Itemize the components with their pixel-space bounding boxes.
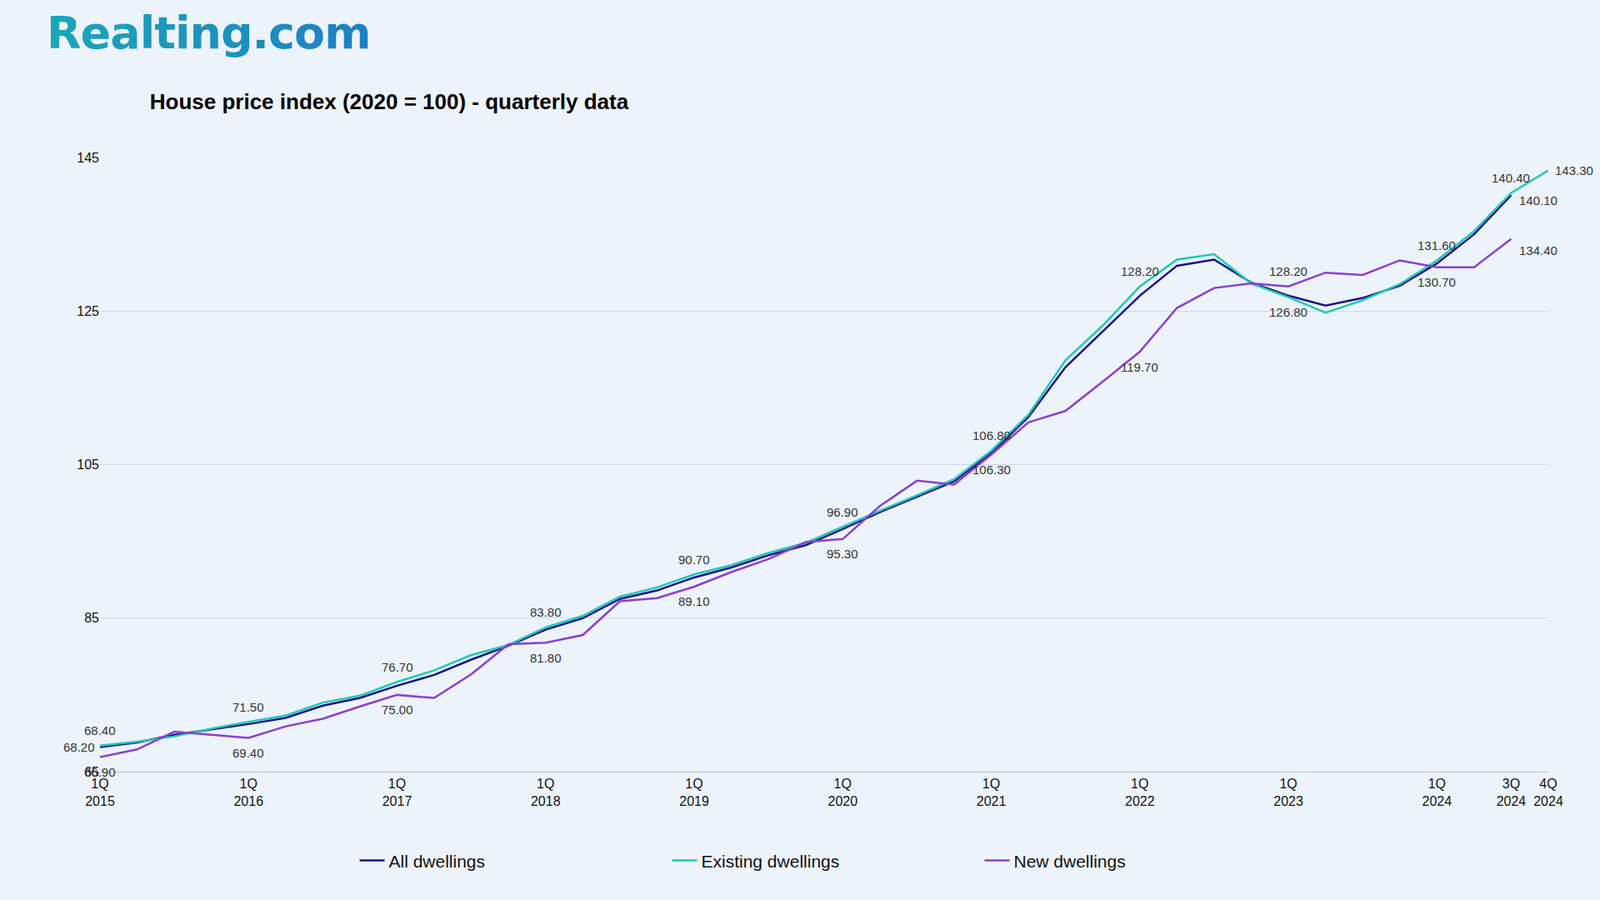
svg-text:76.70: 76.70 (381, 660, 414, 675)
svg-text:105: 105 (76, 457, 100, 472)
svg-text:1Q2015: 1Q2015 (85, 776, 115, 809)
svg-text:1Q2023: 1Q2023 (1273, 776, 1304, 809)
svg-text:90.70: 90.70 (678, 552, 710, 567)
svg-text:95.30: 95.30 (826, 546, 859, 561)
svg-text:1Q2024: 1Q2024 (1422, 776, 1453, 809)
svg-text:119.70: 119.70 (1120, 360, 1159, 375)
svg-text:140.40: 140.40 (1491, 170, 1530, 185)
svg-text:65: 65 (84, 765, 100, 780)
svg-text:1Q2019: 1Q2019 (679, 776, 710, 809)
svg-text:69.40: 69.40 (232, 745, 265, 760)
svg-text:134.40: 134.40 (1519, 243, 1558, 258)
svg-text:Existing dwellings: Existing dwellings (701, 851, 840, 871)
svg-text:96.90: 96.90 (826, 505, 859, 520)
svg-text:89.10: 89.10 (678, 594, 710, 609)
svg-text:131.60: 131.60 (1417, 238, 1456, 253)
svg-text:106.30: 106.30 (972, 462, 1011, 477)
svg-text:126.80: 126.80 (1269, 305, 1308, 320)
svg-text:4Q2024: 4Q2024 (1533, 776, 1564, 809)
svg-text:1Q2020: 1Q2020 (827, 776, 858, 809)
svg-text:1Q2021: 1Q2021 (976, 776, 1007, 809)
svg-text:House price index (2020 = 100): House price index (2020 = 100) - quarter… (150, 89, 630, 115)
svg-text:71.50: 71.50 (232, 700, 265, 715)
svg-text:1Q2017: 1Q2017 (382, 776, 413, 809)
svg-text:66.90: 66.90 (84, 765, 116, 780)
svg-text:125: 125 (76, 304, 100, 319)
svg-text:New dwellings: New dwellings (1014, 851, 1126, 871)
svg-text:75.00: 75.00 (381, 702, 414, 717)
html-text:Realting.com: Realting.com (46, 6, 371, 60)
svg-text:3Q2024: 3Q2024 (1496, 776, 1527, 809)
svg-text:85: 85 (84, 610, 100, 625)
svg-text:145: 145 (76, 150, 100, 165)
svg-text:68.20: 68.20 (63, 740, 95, 755)
svg-text:All dwellings: All dwellings (389, 851, 486, 871)
svg-text:1Q2022: 1Q2022 (1125, 776, 1155, 809)
svg-text:140.10: 140.10 (1519, 193, 1558, 208)
svg-text:68.40: 68.40 (84, 723, 116, 738)
svg-text:81.80: 81.80 (530, 650, 562, 665)
svg-text:143.30: 143.30 (1555, 163, 1594, 178)
svg-text:106.80: 106.80 (972, 428, 1011, 443)
svg-text:128.20: 128.20 (1269, 264, 1308, 279)
svg-text:1Q2018: 1Q2018 (530, 776, 561, 809)
svg-text:83.80: 83.80 (530, 605, 562, 620)
svg-text:1Q2016: 1Q2016 (233, 776, 264, 809)
svg-text:130.70: 130.70 (1417, 275, 1456, 290)
svg-text:128.20: 128.20 (1120, 264, 1160, 279)
